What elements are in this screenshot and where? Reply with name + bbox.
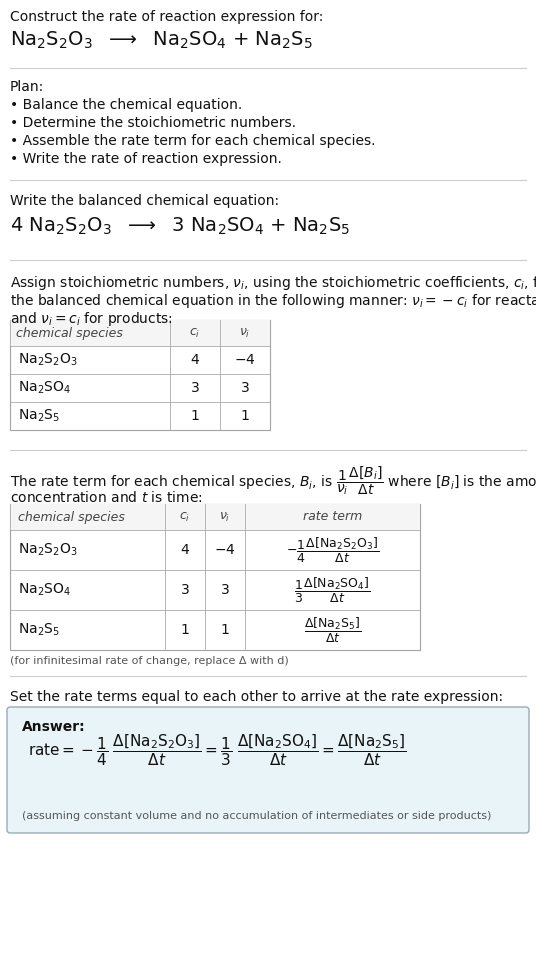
Text: (for infinitesimal rate of change, replace Δ with ​d): (for infinitesimal rate of change, repla… — [10, 656, 289, 666]
Text: chemical species: chemical species — [16, 327, 123, 339]
Text: $\dfrac{\Delta[\mathrm{Na_2S_5}]}{\Delta t}$: $\dfrac{\Delta[\mathrm{Na_2S_5}]}{\Delta… — [304, 615, 361, 645]
Text: 3: 3 — [181, 583, 189, 597]
Text: $\mathrm{Na_2S_2O_3}$: $\mathrm{Na_2S_2O_3}$ — [18, 352, 78, 368]
Text: 1: 1 — [191, 409, 199, 423]
Text: 3: 3 — [221, 583, 229, 597]
Text: $\mathrm{rate} = -\dfrac{1}{4}\ \dfrac{\Delta[\mathrm{Na_2S_2O_3}]}{\Delta t} = : $\mathrm{rate} = -\dfrac{1}{4}\ \dfrac{\… — [28, 732, 407, 768]
Text: chemical species: chemical species — [18, 511, 125, 523]
Text: $\nu_i$: $\nu_i$ — [219, 511, 230, 524]
Text: 1: 1 — [220, 623, 229, 637]
Text: $\mathrm{Na_2S_2O_3}$: $\mathrm{Na_2S_2O_3}$ — [18, 542, 78, 559]
Text: $c_i$: $c_i$ — [189, 327, 200, 339]
Text: • Determine the stoichiometric numbers.: • Determine the stoichiometric numbers. — [10, 116, 296, 130]
Text: (assuming constant volume and no accumulation of intermediates or side products): (assuming constant volume and no accumul… — [22, 811, 492, 821]
Text: $-4$: $-4$ — [214, 543, 236, 557]
Text: Write the balanced chemical equation:: Write the balanced chemical equation: — [10, 194, 279, 208]
Text: $-4$: $-4$ — [234, 353, 256, 367]
Text: 3: 3 — [241, 381, 249, 395]
Text: $\mathrm{Na_2S_5}$: $\mathrm{Na_2S_5}$ — [18, 408, 60, 424]
FancyBboxPatch shape — [7, 707, 529, 833]
Text: $4\ \mathrm{Na_2S_2O_3}$  $\longrightarrow$  $3\ \mathrm{Na_2SO_4}$ $+$ $\mathrm: $4\ \mathrm{Na_2S_2O_3}$ $\longrightarro… — [10, 216, 350, 238]
Text: $\mathrm{Na_2S_2O_3}$  $\longrightarrow$  $\mathrm{Na_2SO_4}$ $+$ $\mathrm{Na_2S: $\mathrm{Na_2S_2O_3}$ $\longrightarrow$ … — [10, 30, 313, 52]
Text: The rate term for each chemical species, $B_i$, is $\dfrac{1}{\nu_i}\dfrac{\Delt: The rate term for each chemical species,… — [10, 464, 536, 497]
Text: • Write the rate of reaction expression.: • Write the rate of reaction expression. — [10, 152, 282, 166]
Text: 3: 3 — [191, 381, 199, 395]
Text: 4: 4 — [181, 543, 189, 557]
Text: • Balance the chemical equation.: • Balance the chemical equation. — [10, 98, 242, 112]
Text: Set the rate terms equal to each other to arrive at the rate expression:: Set the rate terms equal to each other t… — [10, 690, 503, 704]
Text: 1: 1 — [241, 409, 249, 423]
Text: $\nu_i$: $\nu_i$ — [239, 327, 251, 339]
Text: $\mathrm{Na_2SO_4}$: $\mathrm{Na_2SO_4}$ — [18, 582, 71, 598]
Text: $-\dfrac{1}{4}\dfrac{\Delta[\mathrm{Na_2S_2O_3}]}{\Delta t}$: $-\dfrac{1}{4}\dfrac{\Delta[\mathrm{Na_2… — [286, 536, 379, 564]
Text: $\mathrm{Na_2S_5}$: $\mathrm{Na_2S_5}$ — [18, 622, 60, 638]
Text: • Assemble the rate term for each chemical species.: • Assemble the rate term for each chemic… — [10, 134, 376, 148]
Text: $c_i$: $c_i$ — [180, 511, 191, 524]
Bar — [10, 320, 270, 430]
Text: Construct the rate of reaction expression for:: Construct the rate of reaction expressio… — [10, 10, 323, 24]
Text: Answer:: Answer: — [22, 720, 86, 734]
Text: Plan:: Plan: — [10, 80, 44, 94]
Text: 4: 4 — [191, 353, 199, 367]
Bar — [10, 504, 420, 530]
Text: rate term: rate term — [303, 511, 362, 523]
Bar — [10, 320, 270, 346]
Text: 1: 1 — [181, 623, 189, 637]
Text: and $\nu_i = c_i$ for products:: and $\nu_i = c_i$ for products: — [10, 310, 173, 328]
Text: concentration and $t$ is time:: concentration and $t$ is time: — [10, 490, 203, 505]
Bar — [10, 504, 420, 650]
Text: Assign stoichiometric numbers, $\nu_i$, using the stoichiometric coefficients, $: Assign stoichiometric numbers, $\nu_i$, … — [10, 274, 536, 292]
Text: the balanced chemical equation in the following manner: $\nu_i = -c_i$ for react: the balanced chemical equation in the fo… — [10, 292, 536, 310]
Text: $\mathrm{Na_2SO_4}$: $\mathrm{Na_2SO_4}$ — [18, 379, 71, 397]
Text: $\dfrac{1}{3}\dfrac{\Delta[\mathrm{Na_2SO_4}]}{\Delta t}$: $\dfrac{1}{3}\dfrac{\Delta[\mathrm{Na_2S… — [294, 576, 371, 604]
